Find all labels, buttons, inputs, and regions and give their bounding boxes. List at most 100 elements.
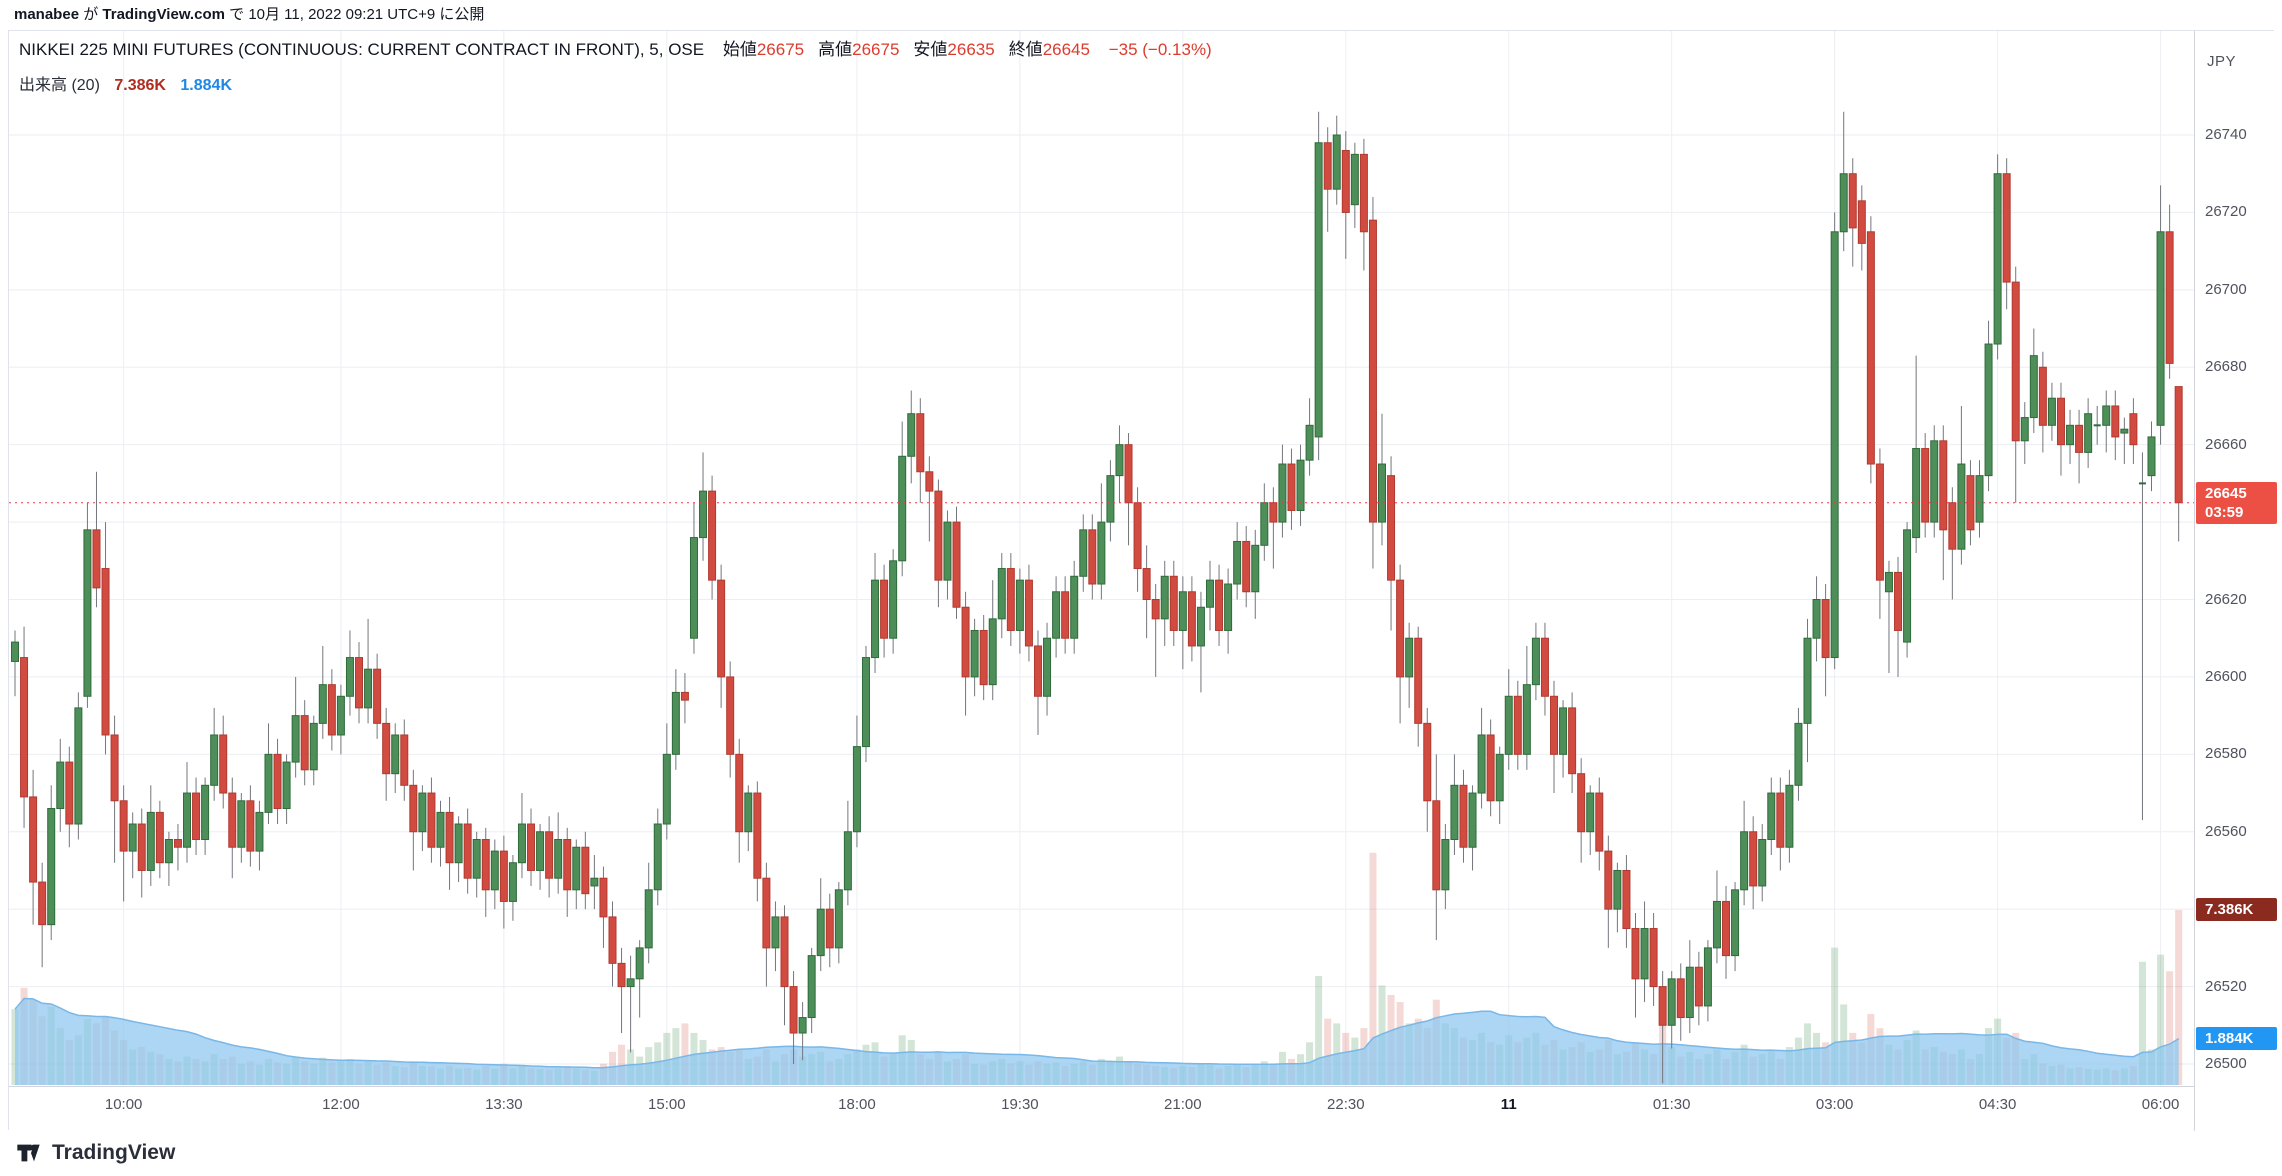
up-candle [1196,606,1205,647]
up-candle [2047,397,2056,426]
price-tick-label: 26740 [2205,126,2247,143]
tradingview-logo-text: TradingView [52,1141,176,1164]
bar-countdown: 03:59 [2205,503,2244,521]
up-candle [1178,591,1187,631]
price-tick-label: 26520 [2205,977,2247,995]
up-candle [1495,753,1504,802]
up-candle [1097,521,1106,585]
ohlc-values: 始値26675 高値26675 安値26635 終値26645 [709,40,1090,59]
up-candle [635,947,644,980]
down-candle [1423,722,1432,802]
time-tick-label: 18:00 [838,1096,876,1113]
up-candle [210,734,219,786]
down-candle [463,823,472,879]
time-axis[interactable]: 10:00 12:00 13:30 15:00 18:00 19:30 21:00 22:30… [9,1086,2194,1130]
price-tick-label: 26680 [2205,358,2247,376]
symbol-title[interactable]: NIKKEI 225 MINI FUTURES (CONTINUOUS: CUR… [19,40,705,59]
down-candle [427,792,436,848]
time-tick-label: 06:00 [2141,1096,2180,1113]
up-candle [1305,424,1314,461]
up-candle [128,823,137,852]
candlestick-chart[interactable] [9,31,2194,1086]
up-candle [47,808,56,926]
up-candle [1685,966,1694,1019]
price-tick-label: 26700 [2205,280,2247,298]
down-candle [961,606,970,678]
up-candle [907,413,916,457]
up-candle [1731,889,1740,957]
up-candle [309,722,318,771]
up-candle [898,455,907,562]
down-candle [1848,173,1857,229]
up-candle [1504,695,1513,755]
tradingview-logo[interactable]: TradingView [14,1138,175,1168]
attribution-suffix: に公開 [439,6,485,23]
down-candle [2165,231,2174,364]
up-candle [2102,405,2111,426]
down-candle [38,881,47,926]
up-candle [2120,428,2129,434]
down-candle [1187,591,1196,647]
down-candle [581,846,590,895]
up-candle [74,707,83,825]
up-candle [1070,575,1079,639]
down-candle [735,753,744,833]
down-candle [355,657,364,709]
down-candle [1866,231,1875,465]
down-candle [273,753,282,810]
down-candle [726,676,735,755]
time-tick-label: 11 [1500,1096,1517,1113]
down-candle [599,877,608,918]
down-candle [1359,153,1368,233]
up-candle [536,831,545,871]
down-candle [65,761,74,825]
down-candle [1948,502,1957,550]
ohlc-value: 26635 [947,40,995,59]
up-candle [1233,540,1242,585]
volume-ma-value: 1.884K [180,77,232,94]
up-candle [2147,436,2156,477]
down-candle [780,916,789,988]
down-candle [1676,978,1685,1019]
volume-legend[interactable]: 出来高 (20) 7.386K 1.884K [19,71,232,95]
down-candle [155,811,164,864]
down-candle [1169,575,1178,631]
down-candle [1875,463,1884,581]
up-candle [1993,173,2002,345]
up-candle [1332,134,1341,190]
up-candle [282,761,291,810]
down-candle [1568,707,1577,775]
down-candle [1595,792,1604,852]
volume-bar [2175,910,2183,1085]
down-candle [1287,463,1296,511]
down-candle [2011,281,2020,442]
up-candle [1052,591,1061,639]
up-candle [699,490,708,539]
price-axis[interactable]: JPY 26740 26720 26700 26680 26660 26620 26600 2… [2194,31,2277,1131]
up-candle [1260,502,1269,546]
down-candle [1894,571,1903,631]
time-tick-label: 04:30 [1978,1096,2017,1113]
down-candle [952,521,961,608]
time-tick-label: 13:30 [485,1096,523,1113]
down-candle [545,831,554,879]
down-candle [1776,792,1785,848]
down-candle [1414,637,1423,724]
volume-bar [2166,971,2174,1085]
volume-bar [2138,961,2146,1085]
volume-indicator-label[interactable]: 出来高 (20) [19,77,100,94]
up-candle [1115,444,1124,477]
down-candle [1088,529,1097,585]
up-candle [391,734,400,775]
time-tick-label: 12:00 [322,1096,360,1113]
down-candle [101,568,110,736]
site-link[interactable]: TradingView.com [102,6,225,23]
ohlc-label: 始値 [722,40,757,59]
chart-plot-area[interactable]: NIKKEI 225 MINI FUTURES (CONTINUOUS: CUR… [9,31,2194,1086]
symbol-legend[interactable]: NIKKEI 225 MINI FUTURES (CONTINUOUS: CUR… [19,35,1212,60]
up-candle [517,823,526,864]
price-tick-label: 26720 [2205,203,2247,221]
up-candle [1785,784,1794,848]
down-candle [1749,831,1758,887]
up-candle [1314,142,1323,438]
